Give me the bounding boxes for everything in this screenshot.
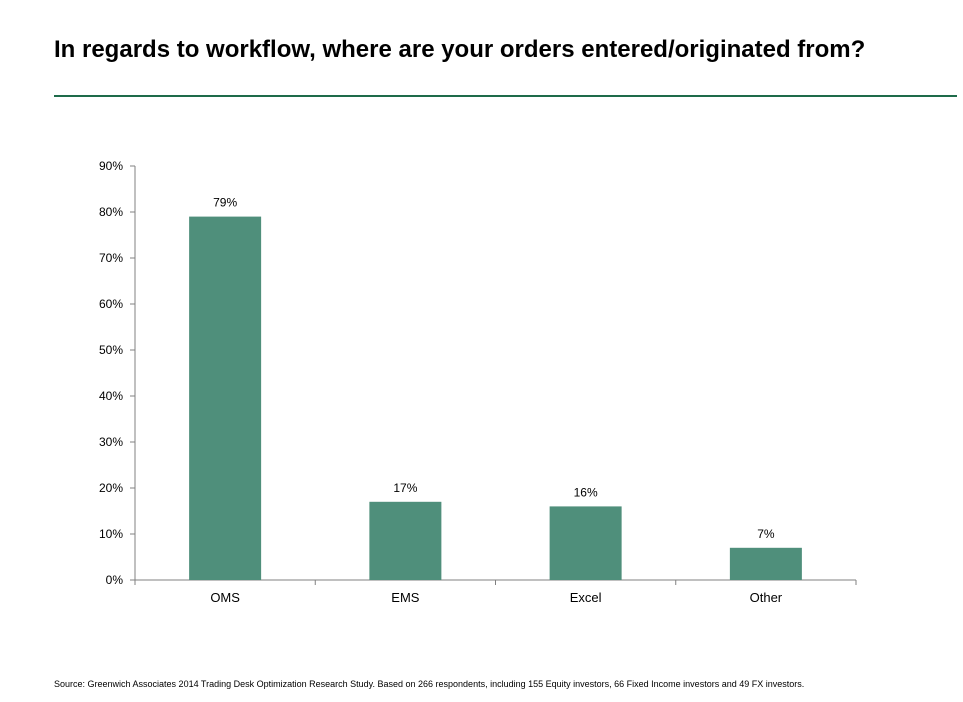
y-tick-label: 20% <box>99 481 123 495</box>
x-axis: OMS EMS Excel Other <box>134 579 857 605</box>
y-axis: 0% 10% 20% 30% 40% 50% 60% 70% 80% 90% <box>99 159 136 587</box>
source-note: Source: Greenwich Associates 2014 Tradin… <box>54 679 805 689</box>
y-tick-label: 10% <box>99 527 123 541</box>
bar-excel <box>549 506 622 580</box>
data-labels: 79% 17% 16% 7% <box>213 196 775 541</box>
y-tick-label: 80% <box>99 205 123 219</box>
bars <box>189 216 802 580</box>
y-tick-label: 30% <box>99 435 123 449</box>
bar-chart: 0% 10% 20% 30% 40% 50% 60% 70% 80% 90% OMS EMS Exce… <box>99 159 857 605</box>
data-label: 79% <box>213 196 237 210</box>
x-tick-label: EMS <box>391 590 420 605</box>
bar-ems <box>369 501 442 580</box>
y-tick-label: 60% <box>99 297 123 311</box>
bar-other <box>729 547 802 580</box>
x-tick-label: Other <box>750 590 783 605</box>
y-tick-label: 70% <box>99 251 123 265</box>
data-label: 7% <box>757 527 775 541</box>
bar-oms <box>189 216 262 580</box>
y-tick-label: 40% <box>99 389 123 403</box>
title-divider <box>54 95 957 97</box>
y-tick-label: 90% <box>99 159 123 173</box>
data-label: 16% <box>574 485 598 499</box>
y-tick-label: 0% <box>106 573 124 587</box>
x-tick-label: Excel <box>570 590 602 605</box>
data-label: 17% <box>393 481 417 495</box>
page-title: In regards to workflow, where are your o… <box>54 36 866 63</box>
y-tick-label: 50% <box>99 343 123 357</box>
x-tick-label: OMS <box>210 590 240 605</box>
